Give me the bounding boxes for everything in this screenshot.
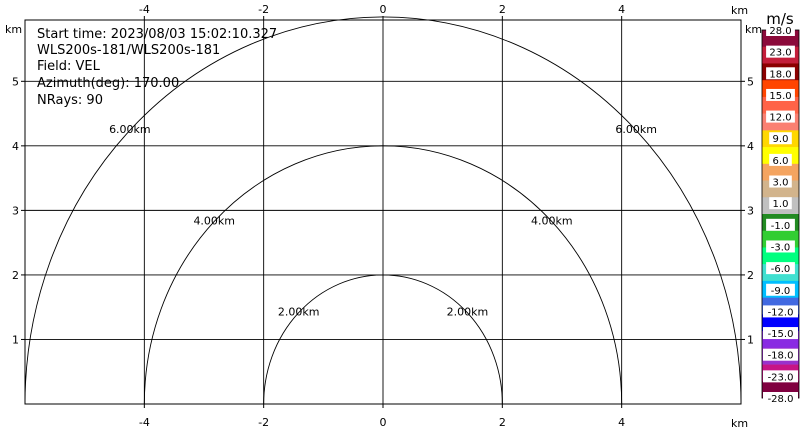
y-tick-label-right: 2 [747, 269, 754, 282]
colorbar-label: -12.0 [768, 307, 794, 318]
instrument-label: WLS200s-181/WLS200s-181 [37, 43, 221, 58]
x-tick-label-top: 0 [380, 3, 387, 16]
axis-unit-left: km [5, 23, 22, 36]
x-tick-label-top: 2 [499, 3, 506, 16]
colorbar-label: 9.0 [773, 134, 789, 145]
range-ring-label: 2.00km [278, 306, 320, 319]
x-tick-label-bottom: -4 [139, 416, 150, 429]
colorbar-label: 3.0 [773, 178, 789, 189]
colorbar-swatch [762, 96, 799, 114]
range-ring-label: 4.00km [531, 214, 573, 227]
colorbar-label: 6.0 [773, 156, 789, 167]
colorbar-label-bg [763, 392, 798, 404]
nrays-label: NRays: 90 [37, 93, 103, 108]
y-tick-label-right: 5 [747, 75, 754, 88]
colorbar-label: 12.0 [769, 113, 791, 124]
colorbar-label-bg [766, 262, 795, 275]
y-tick-label-right: 4 [747, 140, 754, 153]
x-tick-label-bottom: -2 [258, 416, 269, 429]
colorbar-label-bg [769, 153, 792, 166]
colorbar-label-bg [763, 327, 798, 340]
colorbar-label: 15.0 [769, 91, 791, 102]
axis-unit-bottom: km [731, 417, 748, 430]
colorbar-label-bg [763, 370, 798, 383]
range-ring-label: 2.00km [447, 306, 489, 319]
colorbar-label: -15.0 [768, 329, 794, 340]
axis-unit-right: km [745, 23, 762, 36]
range-rings: 2.00km 2.00km 4.00km 4.00km 6.00km 6.00km [24, 16, 742, 405]
y-tick-label-left: 3 [12, 204, 19, 217]
colorbar-label-bg [766, 45, 795, 58]
field-label: Field: VEL [37, 59, 100, 74]
y-tick-label-left: 4 [12, 140, 19, 153]
colorbar-unit: m/s [766, 10, 794, 28]
colorbar-label-bg [769, 132, 792, 145]
x-tick-label-top: -4 [139, 3, 150, 16]
colorbar: 28.0 23.0 18.0 15.0 12.0 9.0 6.0 3.0 1.0 -1.0 -3.0… [761, 10, 800, 405]
axis-unit-top: km [731, 4, 748, 17]
colorbar-label: -6.0 [771, 264, 791, 275]
range-ring-label: 6.00km [615, 123, 657, 136]
colorbar-label-bg [763, 348, 798, 361]
range-ring-label: 6.00km [109, 123, 151, 136]
y-tick-label-left: 2 [12, 269, 19, 282]
colorbar-label: -3.0 [771, 242, 791, 253]
colorbar-label: 28.0 [769, 26, 791, 37]
colorbar-label: 23.0 [769, 48, 791, 59]
y-tick-label-right: 1 [747, 333, 754, 346]
axis-ticks: -4 -4 -2 -2 0 0 2 2 4 4 1 1 2 2 3 3 4 4 5 5 km km km km [5, 3, 762, 430]
range-ring [143, 145, 623, 405]
colorbar-label-bg [769, 175, 792, 188]
colorbar-label-bg [766, 240, 795, 253]
colorbar-label-bg [766, 283, 795, 296]
colorbar-label-bg [763, 305, 798, 318]
colorbar-label-bg [769, 197, 792, 210]
colorbar-label: -1.0 [771, 221, 791, 232]
colorbar-label: -23.0 [768, 372, 794, 383]
x-tick-label-top: 4 [618, 3, 625, 16]
x-tick-label-bottom: 2 [499, 416, 506, 429]
colorbar-label-bg [766, 67, 795, 80]
grid-lines [25, 20, 741, 404]
azimuth-label: Azimuth(deg): 170.00 [37, 76, 180, 91]
start-time-label: Start time: 2023/08/03 15:02:10.327 [37, 27, 278, 42]
x-tick-label-bottom: 4 [618, 416, 625, 429]
colorbar-label-bg [766, 24, 795, 36]
x-tick-label-bottom: 0 [380, 416, 387, 429]
range-ring-label: 4.00km [193, 214, 235, 227]
colorbar-label: -28.0 [768, 394, 794, 405]
x-tick-label-top: -2 [258, 3, 269, 16]
colorbar-label: 18.0 [769, 69, 791, 80]
y-tick-label-right: 3 [747, 204, 754, 217]
y-tick-label-left: 1 [12, 333, 19, 346]
y-tick-label-left: 5 [12, 75, 19, 88]
colorbar-label-bg [766, 110, 795, 123]
colorbar-label: -18.0 [768, 351, 794, 362]
colorbar-label-bg [766, 218, 795, 231]
range-ring [263, 274, 503, 405]
colorbar-label: -9.0 [771, 286, 791, 297]
colorbar-label: 1.0 [773, 199, 789, 210]
colorbar-label-bg [766, 88, 795, 101]
